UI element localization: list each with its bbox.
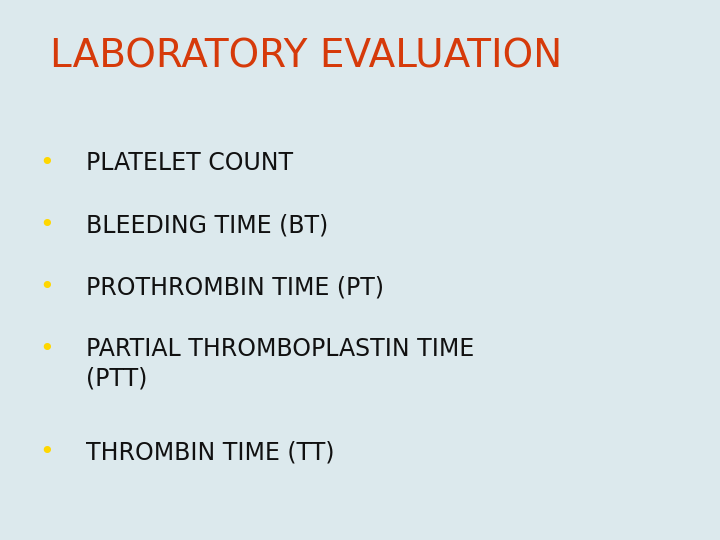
Text: THROMBIN TIME (TT): THROMBIN TIME (TT)	[86, 440, 335, 464]
Text: BLEEDING TIME (BT): BLEEDING TIME (BT)	[86, 213, 328, 237]
Text: LABORATORY EVALUATION: LABORATORY EVALUATION	[50, 38, 562, 76]
Text: PARTIAL THROMBOPLASTIN TIME
(PTT): PARTIAL THROMBOPLASTIN TIME (PTT)	[86, 338, 474, 390]
Text: •: •	[40, 440, 54, 464]
Text: •: •	[40, 151, 54, 175]
Text: •: •	[40, 213, 54, 237]
Text: •: •	[40, 275, 54, 299]
Text: PLATELET COUNT: PLATELET COUNT	[86, 151, 294, 175]
Text: •: •	[40, 338, 54, 361]
Text: PROTHROMBIN TIME (PT): PROTHROMBIN TIME (PT)	[86, 275, 384, 299]
